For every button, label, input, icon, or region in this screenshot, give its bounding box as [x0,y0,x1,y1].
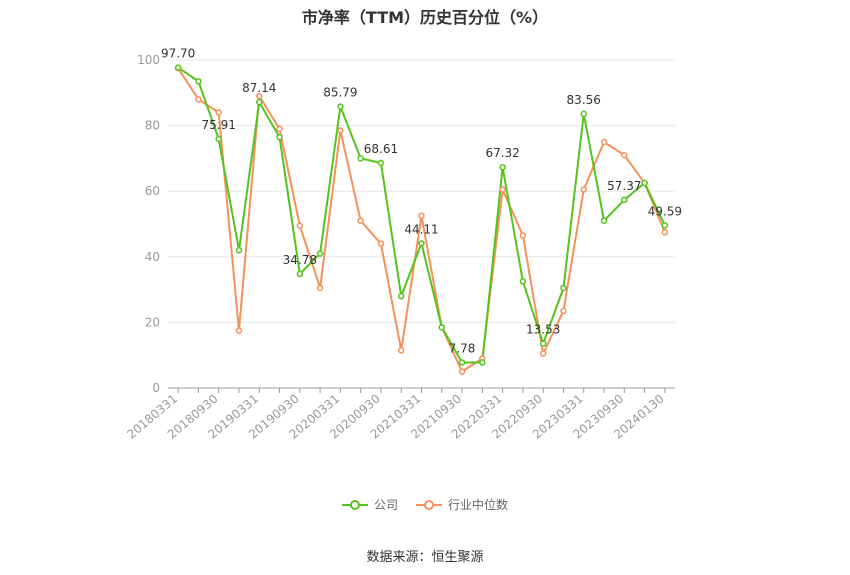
data-label: 85.79 [323,86,357,100]
data-point-industry [377,240,385,247]
data-point-company [316,250,324,257]
data-point-company [215,135,222,143]
data-label: 87.14 [242,81,276,95]
data-label: 97.70 [161,47,195,61]
data-point-company [174,64,182,71]
data-point-industry [621,151,628,159]
data-point-company [256,98,263,106]
y-tick-label: 20 [145,315,160,329]
data-point-company [621,196,628,204]
data-point-company [418,240,425,247]
data-label: 75.91 [202,118,236,132]
data-point-industry [215,109,222,116]
data-point-company [458,359,466,366]
data-point-company [276,133,283,141]
data-point-company [661,222,669,229]
data-point-company [296,270,304,278]
data-point-company [641,179,648,187]
data-point-industry [499,186,506,193]
data-label: 7.78 [449,341,476,355]
data-label: 57.37 [607,179,641,193]
data-point-company [560,284,567,292]
series-lines [177,66,666,374]
data-point-company [195,78,202,85]
chart-title: 市净率（TTM）历史百分位（%） [301,8,549,27]
data-point-company [580,110,587,118]
series-line-industry [177,67,666,374]
grid-lines [168,59,675,323]
data-point-company [539,340,547,347]
legend-industry-icon [416,499,442,510]
y-tick-label: 80 [145,119,160,133]
legend-company-icon [341,499,368,510]
data-point-industry [661,228,669,236]
legend-item-industry[interactable]: 行业中位数 [416,496,508,513]
data-point-company [337,103,344,110]
data-point-company [519,278,527,285]
legend-company-label: 公司 [373,498,398,512]
data-point-industry [600,138,608,146]
series-points [174,64,669,375]
data-source: 数据来源：恒生聚源 [366,550,484,565]
data-point-industry [580,186,587,193]
data-labels: 97.70 75.91 87.14 34.78 85.79 68.61 44.11 7.78 6… [161,47,682,356]
data-point-company [479,359,486,366]
data-point-company [235,246,243,254]
data-point-company [600,217,608,224]
data-point-industry [397,347,405,354]
data-label: 68.61 [364,142,398,156]
y-tick-label: 100 [137,53,160,67]
legend-item-company[interactable]: 公司 [341,496,398,513]
y-axis-ticks: 0 20 40 60 80 100 [137,53,160,395]
y-tick-label: 40 [145,250,160,264]
data-point-industry [235,327,243,334]
data-label: 67.32 [485,146,519,160]
data-point-company [377,159,385,167]
legend-industry-label: 行业中位数 [448,498,509,512]
data-point-company [397,292,405,300]
data-point-industry [256,92,263,100]
data-point-industry [539,350,547,357]
data-point-industry [296,222,304,229]
x-axis-ticks: 2018033120180930201903312019093020200331… [124,392,667,442]
data-point-industry [560,307,567,315]
data-point-company [499,163,506,171]
data-point-industry [357,217,364,224]
data-point-industry [337,127,344,134]
data-point-industry [418,212,425,220]
data-label: 44.11 [404,222,438,236]
data-point-company [357,155,364,162]
legend: 公司 行业中位数 [0,496,850,513]
data-label: 49.59 [648,204,682,218]
data-point-industry [195,96,202,103]
data-label: 13.53 [526,323,560,337]
y-tick-label: 0 [152,381,160,395]
y-tick-label: 60 [145,184,160,198]
data-point-industry [458,368,466,375]
data-label: 83.56 [567,93,601,107]
axes [168,387,675,393]
data-point-industry [276,125,283,133]
data-point-industry [316,284,324,292]
data-point-company [438,324,446,331]
data-point-industry [519,232,527,239]
data-label: 34.78 [283,253,317,267]
